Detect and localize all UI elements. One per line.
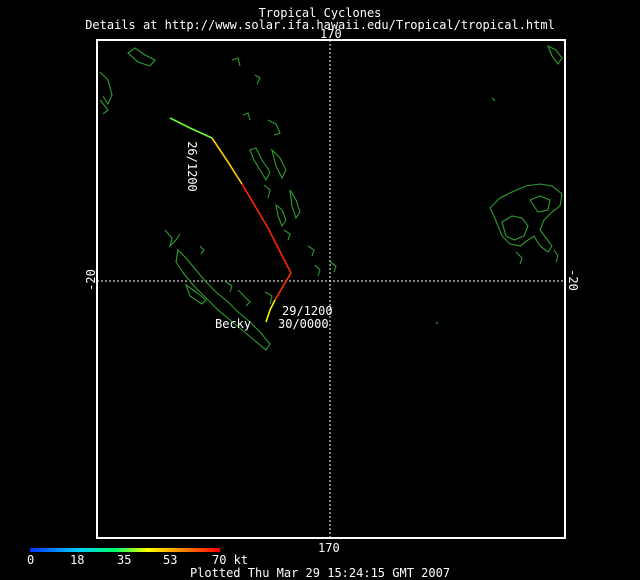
plot-frame: [96, 39, 566, 539]
coastline: [184, 283, 207, 305]
map-subtitle: Details at http://www.solar.ifa.hawaii.e…: [85, 18, 555, 32]
track-segment: [211, 137, 243, 185]
coastline: [263, 184, 271, 199]
coastline: [254, 74, 261, 85]
track-segment: [265, 299, 276, 323]
cyclone-track: [169, 117, 292, 323]
coastline: [489, 183, 563, 253]
coastline: [231, 57, 241, 67]
lat-label-right: -20: [565, 269, 580, 291]
coastline: [289, 189, 301, 220]
coastline: [242, 112, 251, 121]
coastline: [225, 281, 233, 293]
coastlines: [99, 44, 563, 351]
coastline: [435, 321, 439, 325]
track-time-label-end: 30/0000: [278, 317, 329, 331]
coastline: [270, 148, 287, 180]
lat-label-left: -20: [83, 269, 98, 291]
coastline: [199, 245, 205, 255]
coastline: [99, 99, 109, 115]
coastline: [283, 229, 291, 241]
intensity-colorbar: [30, 548, 220, 552]
track-segment: [169, 117, 213, 139]
track-time-label-start: 26/1200: [184, 141, 199, 192]
track-segment: [274, 272, 292, 301]
coastline: [529, 195, 551, 213]
map-title: Tropical Cyclones: [258, 6, 382, 20]
plotted-timestamp: Plotted Thu Mar 29 15:24:15 GMT 2007: [189, 566, 451, 580]
coastline: [501, 215, 529, 241]
coastline: [264, 291, 273, 305]
lon-label-bottom: 170: [318, 541, 340, 555]
colorbar-tick: 35: [117, 553, 132, 567]
coastline: [546, 44, 563, 65]
coastline: [307, 245, 315, 257]
coastline: [275, 203, 287, 228]
colorbar-tick: 70 kt: [212, 553, 249, 567]
coastline: [237, 289, 251, 307]
coastline: [515, 251, 523, 265]
coastline: [553, 249, 559, 263]
coastline: [491, 97, 496, 102]
storm-name-label: Becky: [215, 317, 252, 331]
coastline: [164, 229, 181, 248]
coastline: [249, 147, 271, 182]
track-time-label-mid: 29/1200: [282, 304, 333, 318]
coastline: [314, 264, 321, 277]
coastline: [99, 71, 113, 106]
coastline: [175, 248, 271, 351]
colorbar-tick: 0: [27, 553, 35, 567]
colorbar-tick: 53: [163, 553, 178, 567]
coastline: [127, 47, 156, 67]
coastline: [329, 261, 337, 273]
coastline: [267, 119, 281, 136]
colorbar-tick: 18: [70, 553, 85, 567]
track-segment: [241, 183, 292, 274]
lon-label-top: 170: [320, 27, 342, 41]
